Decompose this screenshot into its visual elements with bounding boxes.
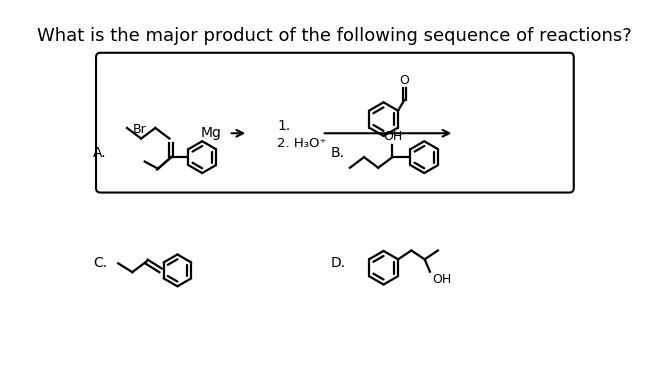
- Text: D.: D.: [331, 256, 345, 270]
- Text: OH: OH: [383, 130, 402, 143]
- Text: 1.: 1.: [277, 119, 291, 133]
- Text: OH: OH: [433, 274, 452, 287]
- Text: C.: C.: [94, 256, 108, 270]
- Text: A.: A.: [94, 146, 107, 160]
- Text: B.: B.: [331, 146, 345, 160]
- Text: O: O: [399, 74, 409, 87]
- Text: Br: Br: [132, 123, 146, 136]
- Text: What is the major product of the following sequence of reactions?: What is the major product of the followi…: [37, 27, 631, 45]
- Text: 2. H₃O⁺: 2. H₃O⁺: [277, 137, 327, 150]
- FancyBboxPatch shape: [96, 53, 574, 192]
- Text: Mg: Mg: [200, 126, 222, 140]
